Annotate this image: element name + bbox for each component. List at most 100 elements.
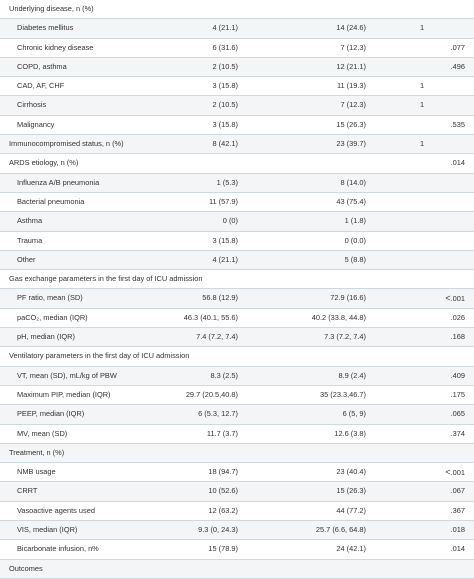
row-label: NMB usage: [17, 467, 56, 477]
group-a-value: 18 (94.7): [208, 467, 238, 477]
group-b-value: 7 (12.3): [340, 42, 366, 52]
p-value: 1: [420, 100, 425, 110]
table-row: MV, mean (SD) 11.7 (3.7) 12.6 (3.8) .374: [0, 425, 474, 444]
table-row: Bacterial pneumonia 11 (57.9) 43 (75.4): [0, 193, 474, 213]
group-a-value: 8.3 (2.5): [210, 370, 238, 380]
row-label: Diabetes mellitus: [17, 23, 74, 33]
table-row: Asthma 0 (0) 1 (1.8): [0, 212, 474, 232]
group-b-value: 12.6 (3.8): [334, 428, 366, 438]
table-row: Malignancy 3 (15.8) 15 (26.3) .535: [0, 116, 474, 136]
group-b-value: 23 (40.4): [336, 467, 366, 477]
group-a-value: 7.4 (7.2, 7.4): [196, 332, 238, 342]
less-than-sign: <: [445, 293, 451, 304]
table-row: VIS, median (IQR) 9.3 (0, 24.3) 25.7 (6.6,…: [0, 521, 474, 541]
p-value-number: .001: [450, 468, 465, 478]
section-header-row: Underlying disease, n (%): [0, 0, 474, 20]
table-row: paCO₂, median (IQR) 46.3 (40.1, 55.6) 40.2…: [0, 309, 474, 329]
row-label: Other: [17, 254, 36, 264]
table-row: PF ratio, mean (SD) 56.8 (12.9) 72.9 (16.6…: [0, 289, 474, 309]
p-value: .018: [450, 525, 465, 535]
table-row: Maximum PIP, median (IQR) 29.7 (20.5,40.8…: [0, 386, 474, 406]
table-row: NMB usage 18 (94.7) 23 (40.4) <.001: [0, 463, 474, 483]
row-label: Trauma: [17, 235, 43, 245]
group-b-value: 72.9 (16.6): [330, 293, 366, 303]
p-value: .409: [450, 370, 465, 380]
section-header-row: Ventilatory parameters in the first day …: [0, 347, 474, 367]
table-row: CRRT 10 (52.6) 15 (26.3) .067: [0, 482, 474, 502]
row-label: Cirrhosis: [17, 100, 47, 110]
row-label: PEEP, median (IQR): [17, 409, 85, 419]
row-label: COPD, asthma: [17, 61, 67, 71]
group-a-value: 10 (52.6): [208, 486, 238, 496]
group-b-value: 43 (75.4): [336, 196, 366, 206]
section-header-row: Treatment, n (%): [0, 443, 474, 464]
group-a-value: 15 (78.9): [208, 544, 238, 554]
p-value: .067: [450, 486, 465, 496]
table-row: Bicarbonate infusion, n% 15 (78.9) 24 (42.…: [0, 540, 474, 560]
table-row: VT, mean (SD), mL/kg of PBW 8.3 (2.5) 8.9 …: [0, 366, 474, 386]
group-b-value: 8.9 (2.4): [338, 370, 366, 380]
row-label: Immunocompromised status, n (%): [9, 139, 124, 149]
group-b-value: 7.3 (7.2, 7.4): [324, 332, 366, 342]
group-a-value: 46.3 (40.1, 55.6): [183, 312, 238, 322]
group-b-value: 1 (1.8): [344, 216, 366, 226]
group-a-value: 2 (10.5): [212, 61, 238, 71]
row-label: ARDS etiology, n (%): [9, 158, 79, 168]
group-a-value: 56.8 (12.9): [202, 293, 238, 303]
p-value: .014: [450, 544, 465, 554]
row-label: Bicarbonate infusion, n%: [17, 544, 99, 554]
group-a-value: 4 (21.1): [212, 23, 238, 33]
group-a-value: 11.7 (3.7): [206, 428, 238, 438]
table-row: COPD, asthma 2 (10.5) 12 (21.1) .496: [0, 57, 474, 78]
table-row: Cirrhosis 2 (10.5) 7 (12.3) 1: [0, 96, 474, 116]
group-a-value: 3 (15.8): [212, 119, 238, 129]
group-b-value: 15 (26.3): [336, 486, 366, 496]
row-label: pH, median (IQR): [17, 332, 75, 342]
table-row: Diabetes mellitus 4 (21.1) 14 (24.6) 1: [0, 19, 474, 39]
group-b-value: 40.2 (33.8, 44.8): [311, 312, 366, 322]
group-a-value: 0 (0): [222, 216, 238, 226]
group-b-value: 25.7 (6.6, 64.8): [315, 525, 366, 535]
p-value: .168: [450, 332, 465, 342]
row-label: VT, mean (SD), mL/kg of PBW: [17, 370, 117, 380]
row-label: Ventilatory parameters in the first day …: [9, 351, 190, 361]
group-b-value: 23 (39.7): [336, 139, 366, 149]
group-a-value: 9.3 (0, 24.3): [198, 525, 238, 535]
p-value: 1: [420, 81, 425, 91]
p-value: <.001: [420, 463, 465, 482]
group-b-value: 8 (14.0): [340, 177, 366, 187]
group-b-value: 15 (26.3): [336, 119, 366, 129]
row-label: Vasoactive agents used: [17, 505, 95, 515]
p-value: 1: [420, 23, 425, 33]
less-than-sign: <: [445, 467, 451, 478]
row-label: CRRT: [17, 486, 38, 496]
group-b-value: 44 (77.2): [336, 505, 366, 515]
row-label: Underlying disease, n (%): [9, 4, 94, 13]
group-a-value: 29.7 (20.5,40.8): [185, 389, 238, 399]
p-value: .065: [450, 409, 465, 419]
group-b-value: 12 (21.1): [336, 61, 366, 71]
table-row: Vasoactive agents used 12 (63.2) 44 (77.2)…: [0, 502, 474, 522]
p-value: .535: [450, 119, 465, 129]
group-a-value: 6 (5.3, 12.7): [198, 409, 238, 419]
row-label: CAD, AF, CHF: [17, 81, 65, 91]
row-label: Bacterial pneumonia: [17, 196, 85, 206]
p-value: .077: [450, 42, 465, 52]
row-label: Chronic kidney disease: [17, 42, 94, 52]
row-label: MV, mean (SD): [17, 428, 68, 438]
row-label: Gas exchange parameters in the first day…: [9, 274, 203, 284]
group-b-value: 7 (12.3): [340, 100, 366, 110]
table-row: Other 4 (21.1) 5 (8.8): [0, 250, 474, 271]
group-a-value: 3 (15.8): [212, 235, 238, 245]
table-row: Trauma 3 (15.8) 0 (0.0): [0, 232, 474, 251]
row-label: PF ratio, mean (SD): [17, 293, 83, 303]
table-row: CAD, AF, CHF 3 (15.8) 11 (19.3) 1: [0, 77, 474, 97]
group-a-value: 3 (15.8): [212, 81, 238, 91]
p-value: .367: [450, 505, 465, 515]
row-label: Asthma: [17, 216, 43, 226]
group-b-value: 6 (5, 9): [342, 409, 366, 419]
p-value: 1: [420, 139, 425, 149]
group-b-value: 14 (24.6): [336, 23, 366, 33]
group-a-value: 2 (10.5): [212, 100, 238, 110]
